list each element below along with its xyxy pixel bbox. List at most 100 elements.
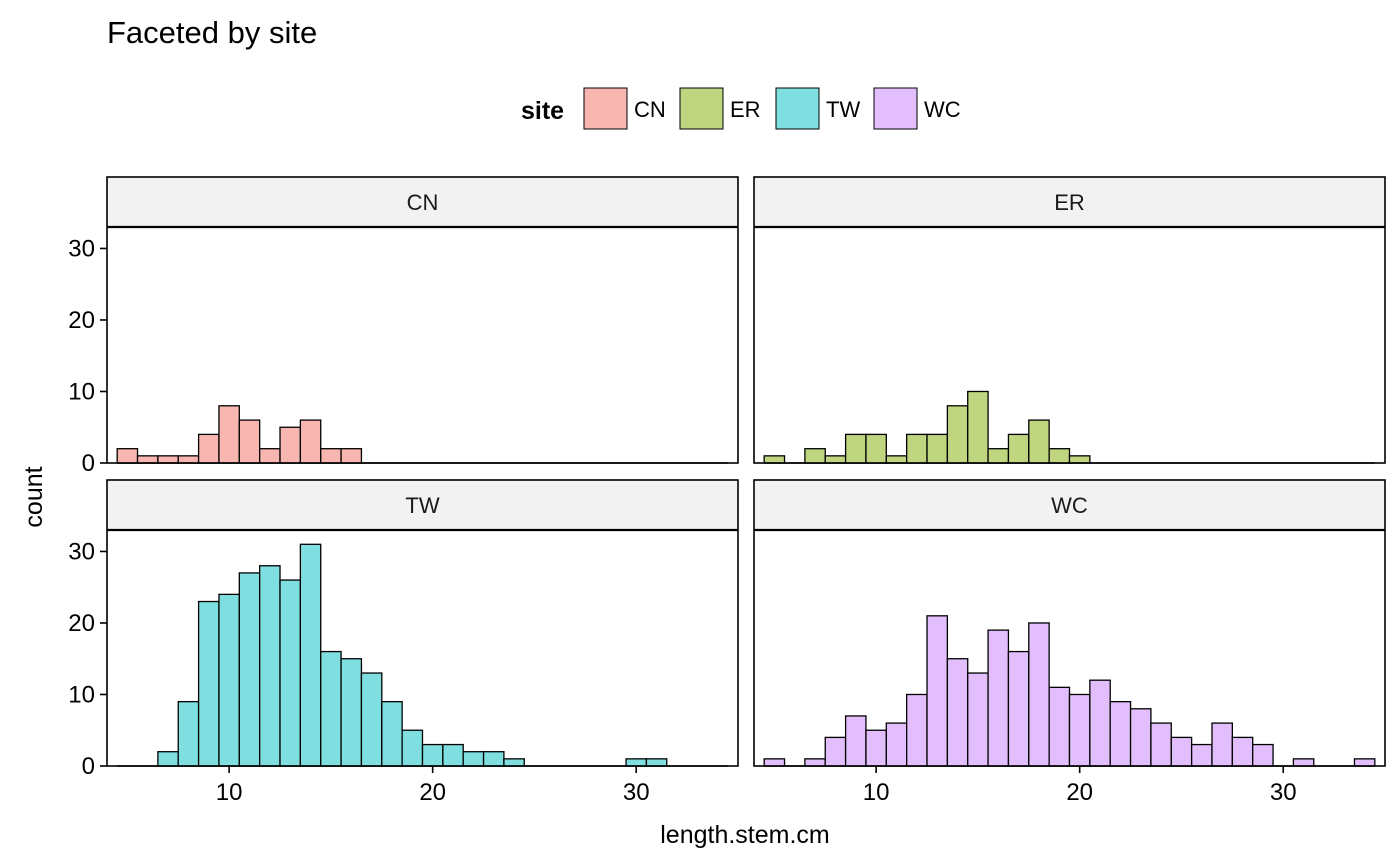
- histogram-bar: [906, 693, 928, 767]
- facet-tw: TW 0 10 20 30 10 20 30: [68, 479, 739, 806]
- histogram-bar: [421, 743, 444, 767]
- histogram-bar: [299, 419, 322, 464]
- histogram-bar: [340, 658, 363, 767]
- y-tick-label: 10: [68, 681, 95, 708]
- x-axis-label: length.stem.cm: [660, 821, 830, 849]
- x-tick-label: 30: [623, 779, 650, 806]
- x-tick-label: 20: [419, 779, 446, 806]
- x-tick-label: 10: [863, 779, 890, 806]
- facet-panels: CN 0 10 20 30 ER TW 0 10 20 30 10 20 30 WC 10 20 30: [68, 176, 1386, 806]
- histogram-bar: [1211, 722, 1233, 767]
- histogram-bar: [1109, 700, 1132, 767]
- facet-strip-label-er: ER: [1054, 190, 1085, 215]
- histogram-bar: [360, 672, 383, 767]
- histogram-bar: [197, 433, 220, 464]
- histogram-bar: [1007, 433, 1030, 464]
- histogram-bar: [218, 405, 240, 464]
- histogram-bar: [885, 455, 908, 464]
- histogram-bar: [1353, 758, 1376, 767]
- facet-strip-label-tw: TW: [405, 493, 439, 518]
- histogram-bar: [238, 572, 261, 767]
- histogram-bar: [804, 448, 826, 464]
- histogram-bar: [1028, 622, 1050, 767]
- histogram-bar: [1068, 455, 1091, 464]
- histogram-bar: [926, 433, 949, 464]
- panel-border-er: [753, 176, 1386, 464]
- y-tick-label: 20: [68, 610, 95, 637]
- histogram-bar: [824, 736, 847, 767]
- x-tick-label: 20: [1066, 779, 1093, 806]
- histogram-bar: [136, 455, 159, 464]
- histogram-bar: [1129, 708, 1152, 767]
- histogram-bar: [320, 448, 342, 464]
- y-axis-label: count: [20, 466, 48, 527]
- histogram-bar: [279, 426, 302, 464]
- histogram-bar: [804, 758, 826, 767]
- facet-wc: WC 10 20 30: [753, 479, 1386, 806]
- histogram-bar: [320, 650, 342, 767]
- histogram-bar: [645, 758, 668, 767]
- histogram-bar: [218, 593, 240, 767]
- histogram-bar: [1068, 693, 1091, 767]
- facet-strip-label-wc: WC: [1051, 493, 1088, 518]
- histogram-bar: [865, 729, 887, 767]
- legend-key-wc: [873, 87, 918, 130]
- histogram-bar: [946, 658, 969, 767]
- histogram-bar: [824, 455, 847, 464]
- histogram-bar: [259, 448, 281, 464]
- y-tick-label: 20: [68, 307, 95, 334]
- histogram-bar: [1292, 758, 1315, 767]
- x-tick-label: 10: [216, 779, 243, 806]
- facet-er: ER: [753, 176, 1386, 464]
- legend-title: site: [521, 97, 564, 125]
- facet-cn: CN 0 10 20 30: [68, 176, 739, 477]
- histogram-bar: [946, 405, 969, 464]
- histogram-bar: [987, 629, 1010, 767]
- histogram-bar: [926, 615, 949, 767]
- legend-label-er: ER: [730, 97, 761, 122]
- histogram-bar: [340, 448, 363, 464]
- histogram-bar: [1231, 736, 1254, 767]
- facet-strip-tw: [107, 480, 738, 530]
- histogram-bar: [1089, 679, 1111, 767]
- histogram-bar: [844, 715, 867, 767]
- histogram-bar: [238, 419, 261, 464]
- legend-label-cn: CN: [634, 97, 666, 122]
- y-tick-label: 30: [68, 538, 95, 565]
- histogram-bar: [763, 455, 786, 464]
- histogram-bar: [763, 758, 786, 767]
- legend-label-tw: TW: [826, 97, 860, 122]
- histogram-bar: [1007, 650, 1030, 767]
- panel-border-wc: [753, 479, 1386, 767]
- histogram-bar: [1190, 743, 1213, 767]
- histogram-bar: [967, 390, 989, 464]
- legend: site CN ER TW WC: [521, 87, 961, 130]
- histogram-bar: [987, 448, 1010, 464]
- histogram-bar: [462, 751, 485, 767]
- histogram-bar: [906, 433, 928, 464]
- histogram-bar: [401, 729, 424, 767]
- y-tick-label: 30: [68, 235, 95, 262]
- histogram-bar: [865, 433, 887, 464]
- histogram-bar: [625, 758, 648, 767]
- legend-key-cn: [583, 87, 628, 130]
- chart-title: Faceted by site: [107, 15, 317, 50]
- histogram-bar: [1028, 419, 1050, 464]
- histogram-bar: [503, 758, 525, 767]
- facet-strip-cn: [107, 177, 738, 227]
- histogram-bar: [381, 700, 403, 767]
- histogram-bar: [844, 433, 867, 464]
- histogram-bar: [1170, 736, 1193, 767]
- facet-strip-wc: [754, 480, 1385, 530]
- histogram-bar: [197, 600, 220, 767]
- histogram-bar: [279, 579, 302, 767]
- histogram-bar: [116, 448, 139, 464]
- histogram-bar: [157, 455, 179, 464]
- histogram-bar: [442, 743, 464, 767]
- histogram-bar: [1048, 448, 1071, 464]
- histogram-bar: [1150, 722, 1172, 767]
- histogram-bar: [885, 722, 908, 767]
- histogram-bar: [299, 543, 322, 767]
- histogram-bar: [482, 751, 505, 767]
